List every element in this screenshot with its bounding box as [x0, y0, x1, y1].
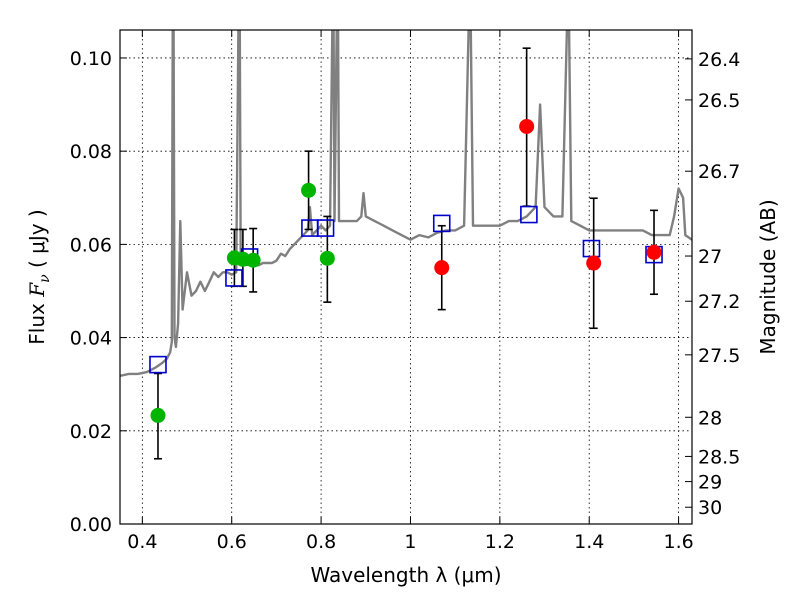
model-square-marker — [149, 355, 167, 374]
red-data-point — [519, 118, 535, 134]
red-data-point — [586, 255, 602, 271]
magnitude-tick-label: 26.5 — [698, 90, 740, 112]
model-series — [149, 205, 663, 374]
x-axis-title: Wavelength λ (μm) — [310, 563, 501, 587]
red-data-point — [646, 244, 662, 260]
magnitude-tick-label: 28 — [698, 407, 722, 429]
model-square-marker — [582, 239, 601, 258]
y-tick-label: 0.04 — [70, 328, 112, 350]
model-square-marker — [316, 219, 335, 237]
magnitude-tick-label: 30 — [698, 497, 722, 519]
x-tick-label: 0.4 — [127, 531, 157, 553]
red-series — [434, 118, 662, 276]
y-axis-title-subscript: ν — [37, 274, 53, 283]
magnitude-tick-label: 27.5 — [698, 345, 740, 367]
magnitude-tick-label: 28.5 — [698, 446, 740, 468]
model-square-marker — [432, 214, 451, 233]
y-tick-label: 0.10 — [70, 48, 112, 70]
spectrum-line — [120, 30, 692, 377]
green-data-point — [319, 250, 335, 266]
spectrum-series — [120, 30, 692, 377]
y-axis-title-symbol: F — [25, 282, 49, 298]
magnitude-tick-label: 27.2 — [698, 291, 740, 313]
y-tick-label: 0.08 — [70, 141, 112, 163]
x-tick-label: 1.4 — [574, 531, 604, 553]
magnitude-tick-label: 27 — [698, 246, 722, 268]
model-square-marker — [225, 269, 243, 287]
green-data-point — [245, 252, 261, 268]
red-data-point — [434, 260, 450, 276]
x-tick-label: 1.6 — [663, 531, 693, 553]
y-tick-label: 0.06 — [70, 234, 112, 256]
x-tick-label: 0.8 — [306, 531, 336, 553]
green-data-point — [150, 407, 166, 423]
x-tick-label: 1.2 — [485, 531, 515, 553]
x-tick-label: 0.6 — [217, 531, 247, 553]
x-tick-label: 1 — [404, 531, 416, 553]
axis-ticks: 0.4 0.6 0.8 1 1.2 1.4 1.6 0.00 0.02 0.04 0.06 0.08 0… — [70, 30, 740, 553]
grid — [120, 30, 692, 525]
green-series — [150, 182, 335, 423]
y-tick-label: 0.02 — [70, 421, 112, 443]
magnitude-tick-label: 26.4 — [698, 49, 740, 71]
y2-axis-title: Magnitude (AB) — [756, 199, 780, 354]
y-axis-title-unit: ( μJy ) — [25, 209, 49, 274]
y-axis-title: Flux Fν ( μJy ) — [25, 209, 53, 344]
y-tick-label: 0.00 — [70, 514, 112, 536]
plot-frame — [119, 29, 693, 525]
magnitude-tick-label: 29 — [698, 472, 722, 494]
model-square-marker — [520, 205, 538, 224]
magnitude-tick-label: 26.7 — [698, 161, 740, 183]
green-data-point — [301, 182, 317, 198]
y-axis-title-prefix: Flux — [25, 297, 49, 345]
